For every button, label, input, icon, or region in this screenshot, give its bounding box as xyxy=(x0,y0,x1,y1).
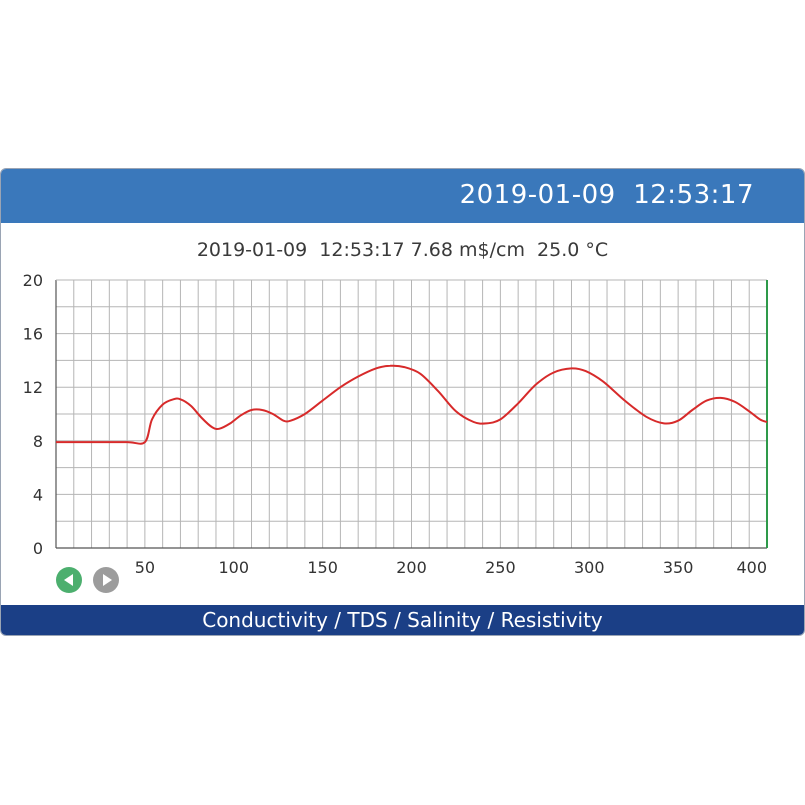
x-tick-label: 350 xyxy=(663,558,694,577)
x-tick-label: 300 xyxy=(574,558,605,577)
x-tick-label: 100 xyxy=(218,558,249,577)
trend-chart: 0 4 8 12 16 20 50 100 150 200 250 300 350 400 xyxy=(23,271,768,577)
chart-grid xyxy=(56,280,767,548)
data-series-line xyxy=(56,364,768,445)
y-tick-label: 12 xyxy=(23,378,43,397)
device-screen: 2019-01-09 12:53:17 2019-01-09 12:53:17 … xyxy=(0,168,805,636)
next-page-button[interactable] xyxy=(93,567,119,593)
triangle-right-icon xyxy=(103,574,112,586)
chart-axes xyxy=(55,279,768,549)
x-tick-label: 250 xyxy=(485,558,516,577)
x-tick-label: 50 xyxy=(135,558,155,577)
footer-title: Conductivity / TDS / Salinity / Resistiv… xyxy=(202,608,603,632)
current-reading: 2019-01-09 12:53:17 7.68 m$/cm 25.0 °C xyxy=(196,239,609,261)
chart-series xyxy=(56,364,768,445)
header-bar: 2019-01-09 12:53:17 xyxy=(1,169,804,223)
chart-tick-labels: 0 4 8 12 16 20 50 100 150 200 250 300 350 400 xyxy=(23,271,767,577)
y-tick-label: 8 xyxy=(33,432,43,451)
x-tick-label: 400 xyxy=(736,558,767,577)
footer-bar: Conductivity / TDS / Salinity / Resistiv… xyxy=(1,605,804,635)
x-tick-label: 200 xyxy=(396,558,427,577)
y-tick-label: 4 xyxy=(33,485,43,504)
previous-page-button[interactable] xyxy=(56,567,82,593)
header-datetime: 2019-01-09 12:53:17 xyxy=(459,180,754,210)
triangle-left-icon xyxy=(64,574,73,586)
y-tick-label: 0 xyxy=(33,539,43,558)
x-tick-label: 150 xyxy=(307,558,338,577)
y-tick-label: 20 xyxy=(23,271,43,290)
y-tick-label: 16 xyxy=(23,325,43,344)
